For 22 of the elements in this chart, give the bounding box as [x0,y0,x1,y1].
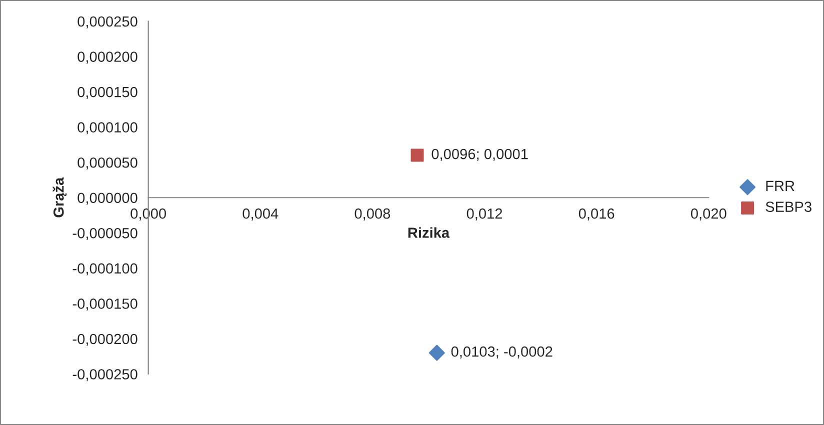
legend-label: FRR [766,180,794,191]
y-tick-label: 0,000250 [78,16,138,28]
y-tick-label: -0,000250 [72,369,138,382]
x-axis-title: Rizika [408,227,450,238]
y-tick-label: 0,000100 [78,122,138,134]
y-tick-label: -0,000050 [72,228,138,240]
y-axis-title: Grąža [52,177,67,218]
data-label: 0,0096; 0,0001 [432,148,528,161]
legend-label: SEBP3 [766,202,812,212]
y-tick-label: 0,000150 [78,86,138,99]
x-tick-label: 0,008 [354,208,390,220]
y-tick-label: 0,000000 [78,192,138,205]
y-tick-label: -0,000100 [72,263,138,276]
y-tick-label: 0,000050 [78,157,138,170]
x-tick-label: 0,004 [242,208,278,220]
y-tick-label: 0,000200 [78,52,138,64]
y-tick-label: -0,000200 [72,334,138,346]
x-tick-label: 0,020 [690,208,726,220]
y-tick-label: -0,000150 [72,298,138,311]
x-tick-label: 0,012 [466,208,502,220]
x-tick-label: 0,016 [578,208,614,220]
data-label: 0,0103; -0,0002 [451,346,552,358]
